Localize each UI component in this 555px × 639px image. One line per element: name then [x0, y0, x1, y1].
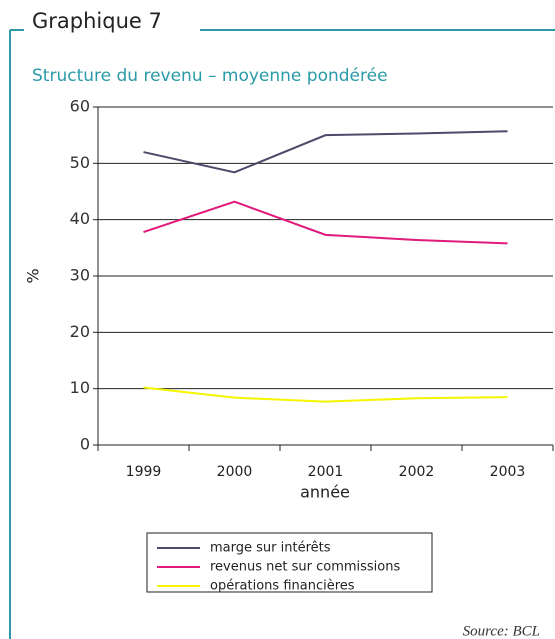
y-tick-label: 40 [70, 209, 90, 228]
x-tick-label: 2000 [217, 464, 253, 480]
legend [146, 532, 433, 593]
x-axis-label: année [300, 483, 350, 502]
y-tick-label: 0 [80, 435, 90, 454]
x-tick-label: 2003 [490, 464, 526, 480]
y-axis-label: % [24, 268, 43, 283]
y-tick-label: 20 [70, 322, 90, 341]
y-tick-label: 30 [70, 266, 90, 285]
line-series [143, 130, 508, 174]
source: Source: BCL [463, 623, 540, 639]
x-tick-label: 2002 [399, 464, 435, 480]
line-series [143, 200, 508, 245]
legend-label: marge sur intérêts [210, 541, 331, 556]
x-tick-label: 1999 [126, 464, 162, 480]
line-series [143, 386, 508, 403]
y-tick-label: 60 [70, 97, 90, 116]
x-tick-label: 2001 [308, 464, 344, 480]
chart-title: Structure du revenu – moyenne pondérée [32, 66, 388, 86]
y-tick-label: 50 [70, 153, 90, 172]
header-title: Graphique 7 [32, 9, 162, 33]
legend-label: opérations financières [210, 579, 355, 594]
legend-label: revenus net sur commissions [210, 560, 400, 575]
y-tick-label: 10 [70, 378, 90, 397]
